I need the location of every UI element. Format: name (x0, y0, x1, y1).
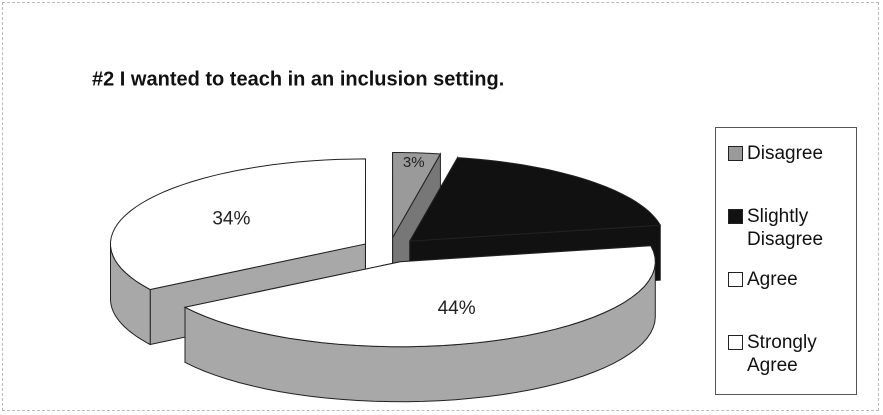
legend-swatch (728, 272, 743, 287)
legend-item: Strongly Agree (728, 331, 850, 394)
chart-title: #2 I wanted to teach in an inclusion set… (92, 68, 504, 90)
legend-label: Strongly Agree (747, 332, 817, 376)
legend-label: Agree (747, 269, 798, 290)
legend-swatch (728, 146, 743, 161)
data-label: 34% (212, 208, 250, 229)
legend-label: Disagree (747, 143, 824, 164)
data-label: 44% (438, 298, 476, 319)
legend-item: Disagree (728, 142, 850, 205)
pie-slice (109, 158, 367, 291)
pie-slice (183, 245, 656, 348)
legend-item: Slightly Disagree (728, 205, 850, 268)
legend-swatch (728, 335, 743, 350)
legend-item: Agree (728, 268, 850, 331)
frame (2, 2, 879, 411)
legend-swatch (728, 209, 743, 224)
data-label: 3% (403, 154, 425, 171)
pie-slice (408, 157, 662, 242)
legend: Disagree Slightly Disagree Agree Strongly A… (715, 127, 857, 395)
pie-slice (392, 152, 442, 240)
legend-label: Slightly Disagree (747, 206, 824, 250)
